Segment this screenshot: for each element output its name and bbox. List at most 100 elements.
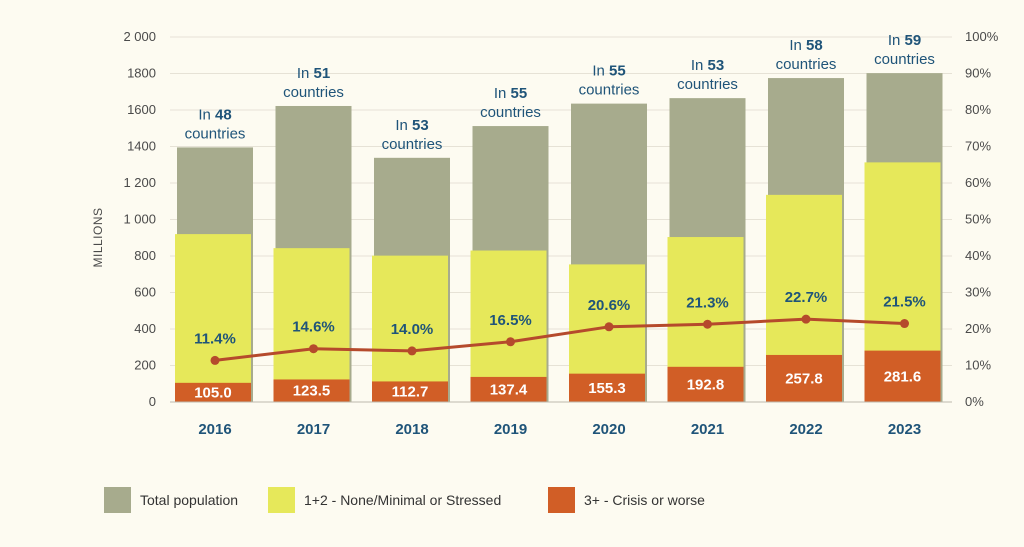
y-right-tick-label: 60%: [965, 175, 991, 190]
country-count-label: In 58: [789, 37, 822, 54]
country-number: 51: [314, 65, 331, 82]
percent-value-label: 22.7%: [785, 289, 828, 306]
x-tick-label: 2023: [888, 421, 921, 438]
country-count-label: In 55: [592, 63, 625, 80]
percent-point: [900, 319, 909, 329]
y-left-tick-label: 1600: [127, 102, 156, 117]
crisis-value-label: 112.7: [392, 384, 429, 401]
percent-line: [210, 314, 909, 365]
y-left-tick-label: 400: [134, 321, 156, 336]
percent-point: [703, 319, 712, 329]
country-count-label: In 53: [395, 117, 428, 134]
bar-crisis: [372, 381, 448, 402]
bar-stressed: [273, 248, 350, 402]
bars: [175, 73, 943, 403]
percent-value-label: 20.6%: [588, 297, 631, 314]
percent-value-label: 21.5%: [883, 294, 926, 311]
crisis-value-label: 192.8: [687, 376, 725, 393]
y-left-tick-label: 1 200: [123, 175, 156, 190]
legend-label: 1+2 - None/Minimal or Stressed: [304, 492, 501, 508]
y-right-tick-label: 20%: [965, 321, 991, 336]
x-tick-label: 2022: [789, 421, 822, 438]
bar-crisis: [273, 379, 350, 402]
y-right-tick-label: 90%: [965, 66, 991, 81]
legend: Total population 1+2 - None/Minimal or St…: [104, 487, 705, 513]
country-number: 53: [708, 57, 725, 74]
crisis-value-label: 137.4: [490, 381, 528, 398]
bar-crisis: [667, 366, 744, 402]
percent-point: [407, 346, 417, 356]
y-left-tick-label: 600: [134, 285, 156, 300]
y-right-tick-label: 10%: [965, 358, 991, 373]
y-right-tick-label: 0%: [965, 394, 984, 409]
x-tick-label: 2018: [395, 421, 428, 438]
percent-point: [210, 355, 220, 365]
crisis-value-label: 257.8: [785, 370, 823, 387]
legend-swatch: [268, 487, 295, 513]
country-prefix: In: [297, 65, 314, 82]
axes: 0 200 400 600 800 1 000 1 200 1400 1600 1800 2 000…: [91, 29, 999, 438]
y-left-tick-label: 1800: [127, 66, 156, 81]
y-left-tick-label: 1400: [127, 139, 156, 154]
y-left-tick-label: 2 000: [123, 29, 156, 44]
country-count-label: In 51: [297, 65, 330, 82]
y-right-tick-label: 100%: [965, 29, 999, 44]
country-count-label: In 48: [198, 106, 231, 123]
bar-crisis: [175, 382, 251, 402]
country-number: 58: [806, 37, 823, 54]
percent-value-label: 14.6%: [292, 319, 335, 336]
country-count-label: In 53: [691, 57, 724, 74]
y-right-tick-label: 80%: [965, 102, 991, 117]
bar-crisis: [864, 350, 941, 402]
crisis-value-label: 105.0: [194, 384, 232, 401]
legend-swatch: [548, 487, 575, 513]
y-left-tick-label: 1 000: [123, 212, 156, 227]
country-word-label: countries: [677, 76, 738, 93]
country-prefix: In: [888, 32, 905, 49]
bar-crisis: [766, 354, 842, 402]
country-prefix: In: [691, 57, 708, 74]
country-count-label: In 55: [494, 85, 527, 102]
y-right-tick-label: 70%: [965, 139, 991, 154]
crisis-value-label: 123.5: [293, 383, 331, 400]
country-prefix: In: [494, 85, 511, 102]
crisis-value-label: 155.3: [588, 380, 626, 397]
y-axis-title: MILLIONS: [91, 207, 105, 267]
y-left-tick-label: 0: [149, 394, 156, 409]
x-tick-label: 2019: [494, 421, 527, 438]
country-word-label: countries: [480, 104, 541, 121]
x-tick-label: 2020: [592, 421, 625, 438]
bar-stressed: [470, 250, 547, 402]
country-number: 59: [905, 32, 922, 49]
x-tick-label: 2016: [198, 421, 231, 438]
percent-value-label: 16.5%: [489, 312, 532, 329]
y-left-tick-label: 800: [134, 248, 156, 263]
country-word-label: countries: [185, 125, 246, 142]
country-prefix: In: [395, 117, 412, 134]
country-word-label: countries: [579, 82, 640, 99]
country-prefix: In: [592, 63, 609, 80]
bar-crisis: [569, 373, 645, 402]
percent-point: [604, 322, 614, 332]
bar-crisis: [470, 376, 547, 402]
legend-swatch: [104, 487, 131, 513]
percent-point: [309, 344, 318, 354]
country-word-label: countries: [776, 56, 837, 73]
country-count-label: In 59: [888, 32, 921, 49]
y-left-tick-label: 200: [134, 358, 156, 373]
y-right-tick-label: 30%: [965, 285, 991, 300]
percent-series-line: [214, 317, 905, 362]
country-word-label: countries: [874, 51, 935, 68]
y-right-tick-label: 40%: [965, 248, 991, 263]
bar-stressed: [175, 234, 251, 402]
data-labels: 105.0 In 48 countries 123.5 In 51 countries 11…: [185, 32, 935, 401]
x-tick-label: 2017: [297, 421, 330, 438]
legend-label: 3+ - Crisis or worse: [584, 492, 705, 508]
percent-point: [801, 314, 811, 324]
crisis-value-label: 281.6: [884, 368, 922, 385]
country-number: 53: [412, 117, 429, 134]
country-prefix: In: [198, 106, 215, 123]
percent-point: [506, 337, 515, 347]
